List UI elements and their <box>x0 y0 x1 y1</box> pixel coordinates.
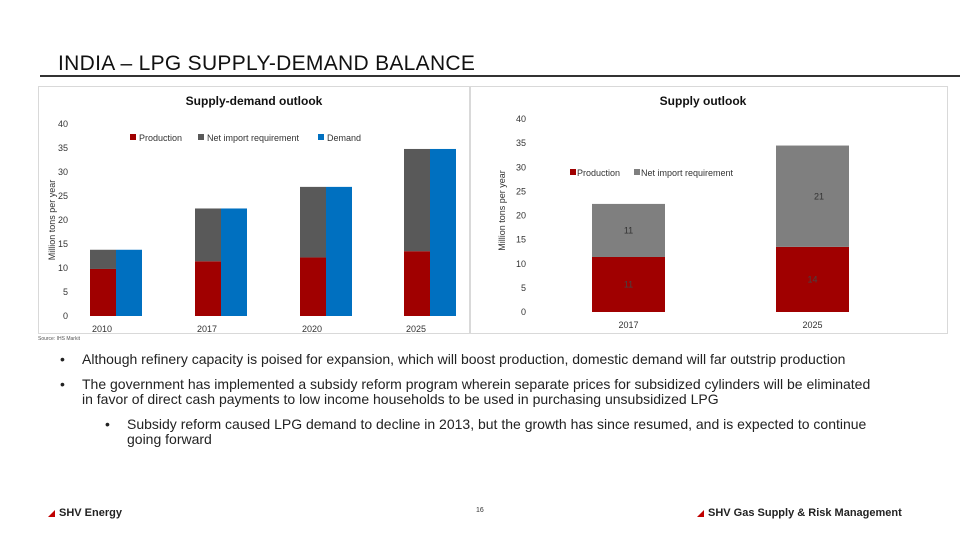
bar-production <box>90 268 116 316</box>
legend-label: Production <box>577 168 620 178</box>
bar-net-import <box>90 249 116 269</box>
y-tick-label: 25 <box>516 186 526 196</box>
bar-net-import <box>592 203 665 257</box>
bar-net-import <box>404 148 430 252</box>
y-tick-label: 40 <box>516 114 526 124</box>
bar-production <box>300 257 326 316</box>
y-tick-label: 0 <box>63 311 68 321</box>
legend-swatch <box>130 134 136 140</box>
y-axis-label: Million tons per year <box>497 170 507 251</box>
legend-swatch <box>634 169 640 175</box>
bullet-text: Subsidy reform caused LPG demand to decl… <box>127 416 867 447</box>
logo-text: SHV Gas Supply & Risk Management <box>708 507 902 519</box>
y-tick-label: 20 <box>516 211 526 221</box>
bar-production <box>776 246 849 312</box>
data-label-production: 11 <box>624 279 633 289</box>
bullet-dot: • <box>60 376 65 392</box>
bar-demand <box>116 249 142 316</box>
chart-title-supply-demand: Supply-demand outlook <box>185 94 323 108</box>
logo-triangle-icon <box>697 509 704 517</box>
legend-label: Production <box>139 133 182 143</box>
page-number: 16 <box>476 507 484 514</box>
bar-demand <box>326 186 352 316</box>
y-tick-label: 5 <box>521 283 526 293</box>
legend-swatch <box>198 134 204 140</box>
data-label-production: 14 <box>807 274 817 284</box>
bullet-item: • The government has implemented a subsi… <box>60 377 880 407</box>
title-underline <box>40 75 960 77</box>
y-tick-label: 15 <box>516 235 526 245</box>
x-tick-label: 2017 <box>618 320 638 330</box>
y-tick-label: 20 <box>58 215 68 225</box>
x-tick-label: 2017 <box>197 324 217 332</box>
bullet-text: Although refinery capacity is poised for… <box>82 351 846 367</box>
y-tick-label: 10 <box>58 263 68 273</box>
y-tick-label: 10 <box>516 259 526 269</box>
legend-label: Net import requirement <box>641 168 734 178</box>
sub-bullet-item: • Subsidy reform caused LPG demand to de… <box>105 417 880 447</box>
shv-energy-logo: SHV Energy <box>48 507 122 519</box>
y-tick-label: 25 <box>58 191 68 201</box>
y-tick-label: 35 <box>58 143 68 153</box>
y-tick-label: 0 <box>521 307 526 317</box>
y-tick-label: 5 <box>63 287 68 297</box>
bullet-list: • Although refinery capacity is poised f… <box>60 352 880 457</box>
bullet-dot: • <box>60 351 65 367</box>
y-tick-label: 40 <box>58 119 68 129</box>
bullet-dot: • <box>105 416 110 432</box>
supply-outlook-chart-panel: Supply outlook <box>470 86 948 334</box>
x-tick-label: 2025 <box>406 324 426 332</box>
chart-title-supply-outlook: Supply outlook <box>659 94 747 108</box>
bar-demand <box>221 208 247 316</box>
bar-net-import <box>776 145 849 247</box>
legend-swatch <box>318 134 324 140</box>
bar-production <box>404 251 430 316</box>
bullet-text: The government has implemented a subsidy… <box>82 376 871 407</box>
bar-net-import <box>195 208 221 262</box>
y-tick-label: 15 <box>58 239 68 249</box>
x-tick-label: 2020 <box>302 324 322 332</box>
data-label-net-import: 11 <box>624 225 633 235</box>
logo-triangle-icon <box>48 509 55 517</box>
legend-swatch <box>570 169 576 175</box>
shv-gas-supply-logo: SHV Gas Supply & Risk Management <box>697 507 902 519</box>
source-note: Source: IHS Markit <box>38 336 80 342</box>
bullet-item: • Although refinery capacity is poised f… <box>60 352 880 367</box>
y-tick-label: 35 <box>516 138 526 148</box>
y-axis-label: Million tons per year <box>47 180 57 261</box>
bar-demand <box>430 148 456 316</box>
x-tick-label: 2025 <box>802 320 822 330</box>
page-title: INDIA – LPG SUPPLY-DEMAND BALANCE <box>58 52 476 75</box>
legend-label: Demand <box>327 133 361 143</box>
y-tick-label: 30 <box>58 167 68 177</box>
legend-label: Net import requirement <box>207 133 300 143</box>
y-tick-label: 30 <box>516 162 526 172</box>
logo-text: SHV Energy <box>59 507 122 519</box>
bar-production <box>195 261 221 316</box>
x-tick-label: 2010 <box>92 324 112 332</box>
data-label-net-import: 21 <box>814 192 824 202</box>
bar-net-import <box>300 186 326 258</box>
bar-production <box>592 256 665 312</box>
